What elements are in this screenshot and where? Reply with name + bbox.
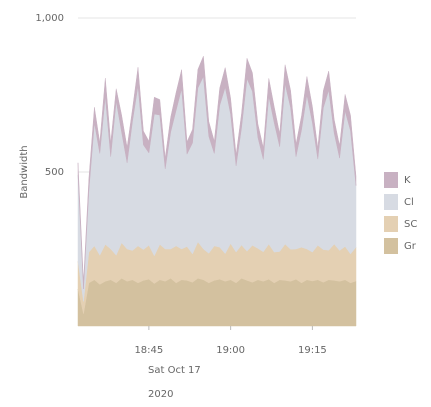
legend-swatch — [384, 216, 398, 232]
legend-swatch — [384, 238, 398, 254]
legend-label: Cl — [404, 197, 414, 208]
y-tick-label: 500 — [45, 167, 64, 178]
x-tick-label: 19:15 — [298, 345, 327, 356]
legend-swatch — [384, 172, 398, 188]
x-tick-label: 19:00 — [216, 345, 245, 356]
legend-swatch — [384, 194, 398, 210]
legend-label: SC — [404, 219, 417, 230]
y-axis-label: Bandwidth — [19, 145, 30, 198]
x-tick-label: 18:45 — [134, 345, 163, 356]
y-tick-label: 1,000 — [35, 13, 64, 24]
area — [77, 277, 357, 327]
area — [77, 56, 357, 290]
x-sublabel: 2020 — [148, 389, 173, 400]
legend-label: K — [404, 175, 411, 186]
x-sublabel: Sat Oct 17 — [148, 365, 201, 376]
legend-label: Gr — [404, 241, 417, 252]
